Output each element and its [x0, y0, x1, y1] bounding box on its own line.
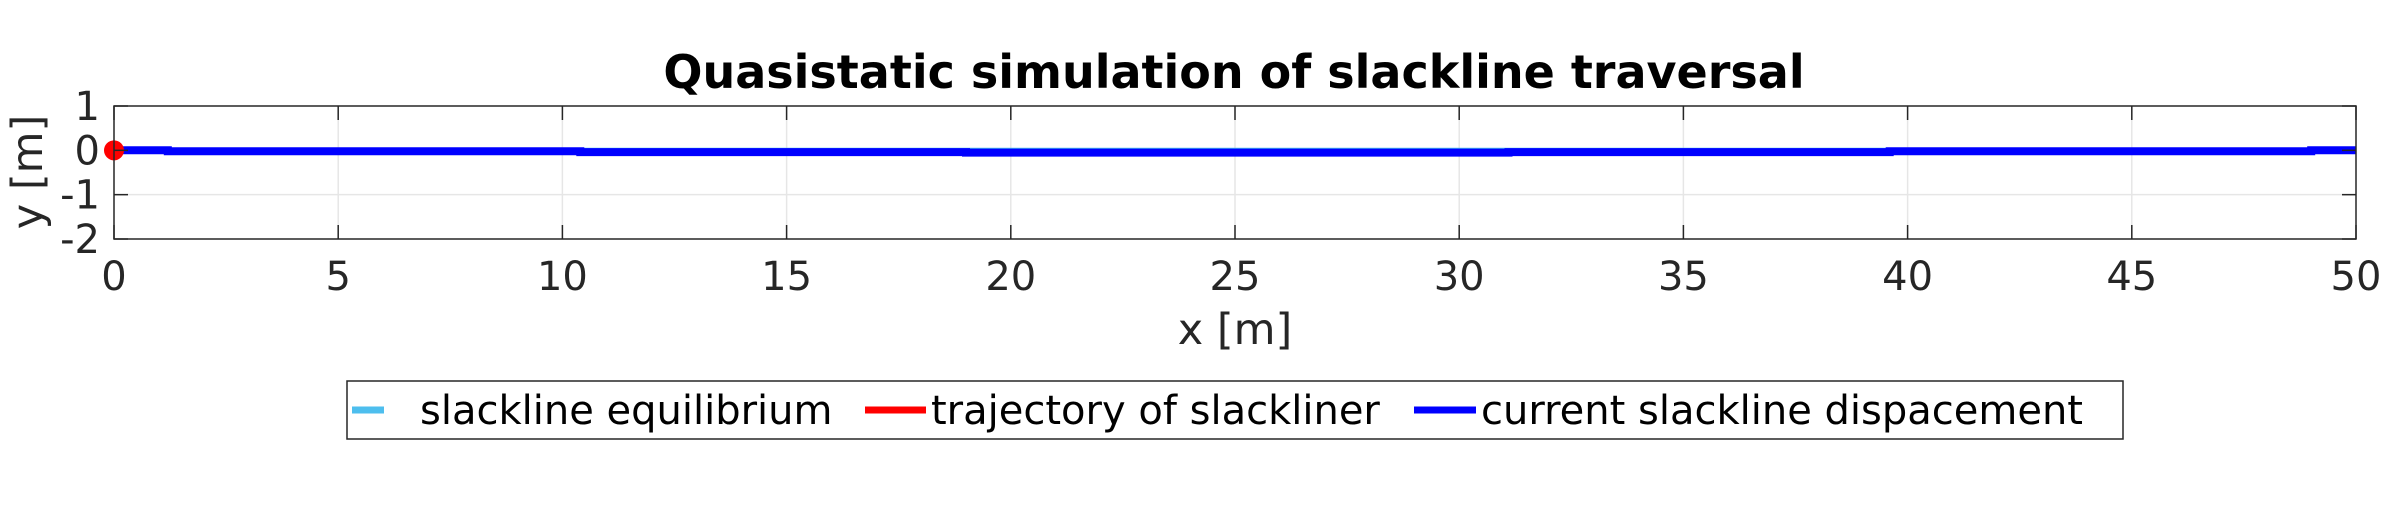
- x-tick-label: 10: [537, 254, 588, 300]
- x-tick-label: 45: [2106, 254, 2157, 300]
- legend: slackline equilibrium trajectory of slac…: [346, 380, 2124, 440]
- x-tick-label: 30: [1434, 254, 1485, 300]
- x-tick-label: 25: [1210, 254, 1261, 300]
- legend-label-slackline-equilibrium: slackline equilibrium: [420, 388, 832, 434]
- y-tick-label: 1: [75, 84, 100, 130]
- x-tick-label: 50: [2331, 254, 2381, 300]
- x-axis-label: x [m]: [1178, 305, 1293, 355]
- legend-label-current-slackline-dispacement: current slackline dispacement: [1481, 388, 2083, 434]
- y-tick-labels: 10-1-2: [60, 84, 100, 263]
- y-axis-label: y [m]: [3, 115, 53, 230]
- x-tick-label: 15: [761, 254, 812, 300]
- y-tick-label: 0: [75, 128, 100, 174]
- x-tick-label: 35: [1658, 254, 1709, 300]
- data-series: [104, 140, 2356, 161]
- chart-title: Quasistatic simulation of slackline trav…: [663, 45, 1804, 99]
- axis-ticks: [113, 105, 2357, 240]
- x-tick-label: 40: [1882, 254, 1933, 300]
- x-tick-label: 5: [325, 254, 350, 300]
- legend-box: [346, 380, 2124, 440]
- x-tick-label: 20: [985, 254, 1036, 300]
- y-tick-label: -2: [60, 217, 100, 263]
- x-tick-label: 0: [101, 254, 126, 300]
- y-tick-label: -1: [60, 173, 100, 219]
- legend-label-trajectory-of-slackliner: trajectory of slackliner: [931, 388, 1380, 434]
- series-line-current-slackline-dispacement: [114, 146, 2356, 157]
- x-tick-labels: 0 5 10 15 20 25 30 35 40 45 50: [101, 254, 2381, 300]
